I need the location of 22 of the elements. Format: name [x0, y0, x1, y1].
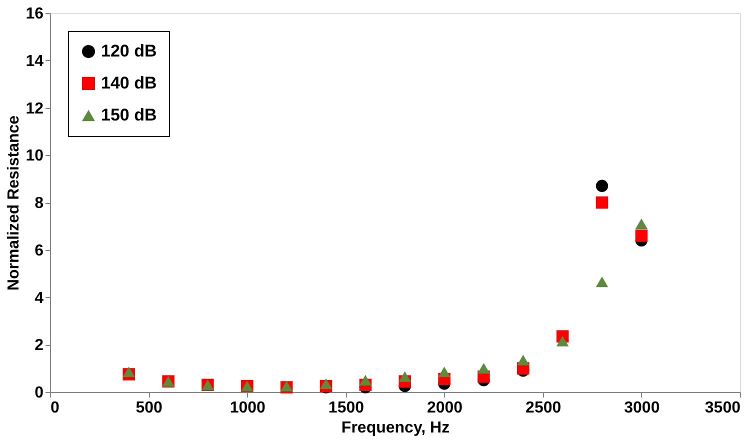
y-tick-label: 2	[34, 337, 44, 354]
legend-label: 120 dB	[101, 42, 157, 60]
x-tick-label: 0	[50, 400, 60, 416]
y-tick-label: 16	[26, 6, 44, 22]
y-tick-label: 8	[34, 195, 44, 212]
x-axis-title: Frequency, Hz	[341, 420, 450, 436]
x-tick-label: 2500	[526, 400, 562, 416]
x-tick-label: 3000	[624, 400, 660, 416]
y-axis-title: Normalized Resistance	[6, 115, 23, 291]
x-tick-label: 1000	[230, 400, 266, 416]
y-tick-label: 6	[34, 242, 44, 260]
x-tick-label: 2000	[426, 400, 463, 416]
y-tick-label: 0	[34, 384, 44, 402]
legend-label: 150 dB	[101, 106, 157, 124]
legend-label: 140 dB	[101, 74, 157, 92]
y-tick-label: 14	[26, 52, 44, 70]
y-tick-label: 10	[26, 148, 44, 165]
y-tick-label: 4	[34, 290, 44, 307]
x-tick-label: 1500	[328, 400, 364, 416]
y-tick-label: 12	[26, 100, 44, 118]
x-tick-label: 500	[136, 400, 163, 416]
x-tick-label: 3500	[704, 400, 741, 416]
